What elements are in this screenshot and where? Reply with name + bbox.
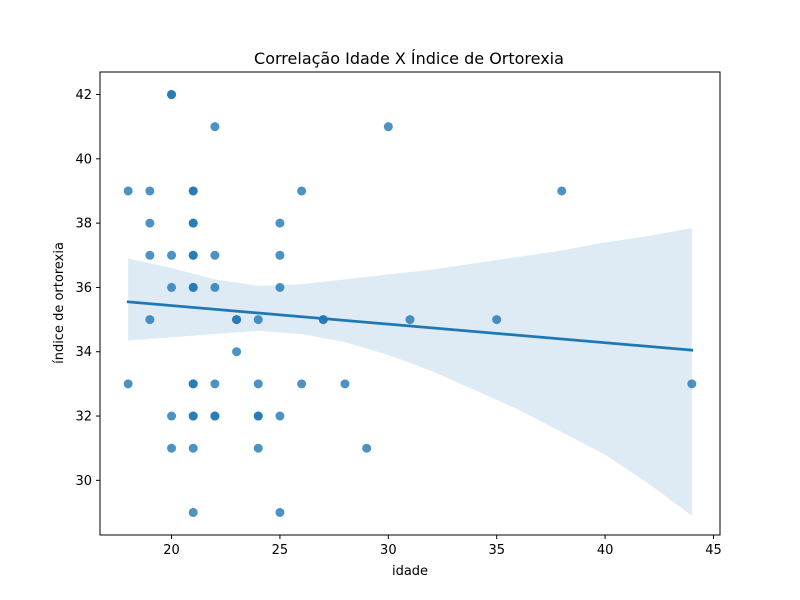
x-tick-label: 30 <box>380 543 397 558</box>
data-point <box>687 379 697 389</box>
data-point <box>188 507 198 517</box>
data-point <box>210 379 220 389</box>
data-point <box>188 186 198 196</box>
x-tick-label: 40 <box>597 543 614 558</box>
data-point <box>253 443 263 453</box>
data-point <box>210 411 220 421</box>
data-point <box>123 379 133 389</box>
data-point <box>362 443 372 453</box>
data-points-layer <box>123 90 697 517</box>
x-tick-label: 35 <box>488 543 505 558</box>
data-point <box>188 282 198 292</box>
y-axis-label: índice de ortorexia <box>52 242 67 364</box>
data-point <box>167 250 177 260</box>
chart-title: Correlação Idade X Índice de Ortorexia <box>254 49 564 68</box>
data-point <box>145 186 155 196</box>
data-point <box>275 507 285 517</box>
data-point <box>275 411 285 421</box>
data-point <box>210 122 220 132</box>
y-tick-label: 38 <box>75 217 92 232</box>
data-point <box>318 315 328 325</box>
data-point <box>253 411 263 421</box>
y-axis-ticks: 30 32 34 36 38 40 42 <box>75 88 100 489</box>
y-tick-label: 30 <box>75 474 92 489</box>
data-point <box>297 379 307 389</box>
data-point <box>188 218 198 228</box>
data-point <box>492 315 502 325</box>
x-axis-label: idade <box>392 564 428 579</box>
y-tick-label: 32 <box>75 410 92 425</box>
y-tick-label: 36 <box>75 281 92 296</box>
data-point <box>188 379 198 389</box>
data-point <box>232 347 242 357</box>
x-axis-ticks: 20 25 30 35 40 45 <box>163 535 722 558</box>
y-tick-label: 42 <box>75 88 92 103</box>
data-point <box>232 315 242 325</box>
data-point <box>253 379 263 389</box>
y-tick-label: 34 <box>75 345 92 360</box>
data-point <box>145 250 155 260</box>
data-point <box>167 90 177 100</box>
data-point <box>405 315 415 325</box>
confidence-band <box>128 227 692 516</box>
x-tick-label: 45 <box>705 543 722 558</box>
data-point <box>210 282 220 292</box>
data-point <box>188 443 198 453</box>
data-point <box>557 186 567 196</box>
y-tick-label: 40 <box>75 152 92 167</box>
data-point <box>297 186 307 196</box>
data-point <box>340 379 350 389</box>
plot-frame <box>99 71 721 536</box>
data-point <box>210 250 220 260</box>
data-point <box>167 282 177 292</box>
data-point <box>253 315 263 325</box>
data-point <box>383 122 393 132</box>
data-point <box>123 186 133 196</box>
data-point <box>275 282 285 292</box>
confidence-band-layer <box>128 227 692 516</box>
data-point <box>145 218 155 228</box>
regression-line-layer <box>126 300 694 352</box>
x-tick-label: 25 <box>272 543 289 558</box>
data-point <box>188 411 198 421</box>
data-point <box>275 218 285 228</box>
data-point <box>167 443 177 453</box>
x-tick-label: 20 <box>163 543 180 558</box>
data-point <box>188 250 198 260</box>
regression-line <box>126 300 694 352</box>
data-point <box>145 315 155 325</box>
data-point <box>275 250 285 260</box>
data-point <box>167 411 177 421</box>
